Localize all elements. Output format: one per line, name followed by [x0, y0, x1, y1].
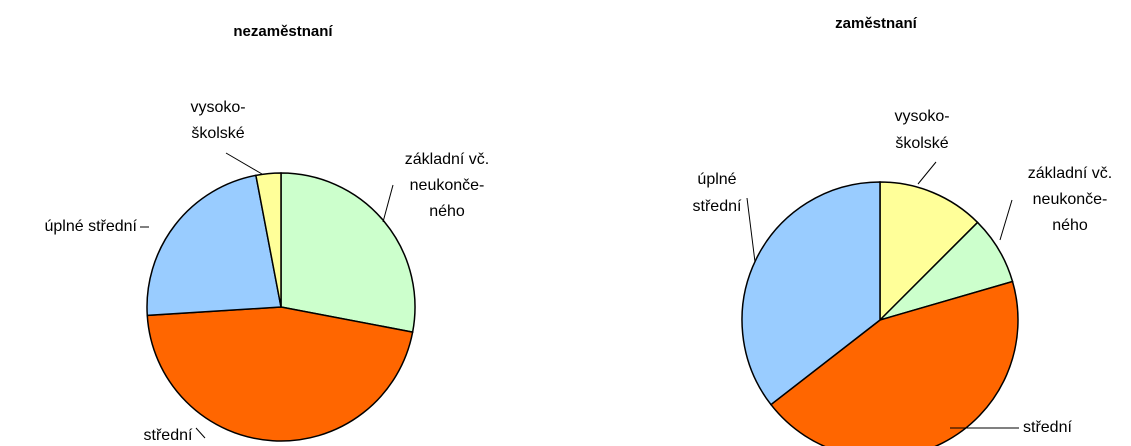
pie-slice — [769, 280, 1019, 446]
leader-line — [225, 152, 263, 175]
slice-label: úplné střední — [44, 218, 137, 235]
leader-line — [195, 427, 206, 439]
slice-label: úplné — [697, 171, 736, 188]
leader-line — [999, 199, 1013, 241]
slice-label: vysoko- — [190, 99, 245, 116]
slice-label: ného — [1052, 217, 1088, 234]
slice-label: školské — [191, 125, 244, 142]
pie-slice — [146, 306, 414, 442]
leader-line — [746, 197, 756, 263]
pie-slice — [146, 174, 282, 317]
chart-title: zaměstnaní — [835, 15, 918, 32]
slice-label: školské — [895, 135, 948, 152]
slice-label: základní vč. — [1028, 165, 1112, 182]
slice-label: neukonče- — [1033, 191, 1108, 208]
chart-title: nezaměstnaní — [233, 23, 333, 40]
slice-label: střední — [144, 427, 193, 444]
leader-line — [917, 161, 937, 185]
slice-label: základní vč. — [405, 151, 489, 168]
slice-label: střední — [693, 198, 742, 215]
slice-label: neukonče- — [410, 177, 485, 194]
pie-slice — [280, 172, 416, 333]
slice-label: střední — [1023, 419, 1072, 436]
pie-slice — [741, 181, 881, 406]
pie-slice — [879, 181, 979, 322]
slice-label: ného — [429, 203, 465, 220]
pie-slice — [255, 172, 282, 308]
leader-line — [382, 184, 394, 223]
slice-label: vysoko- — [894, 108, 949, 125]
